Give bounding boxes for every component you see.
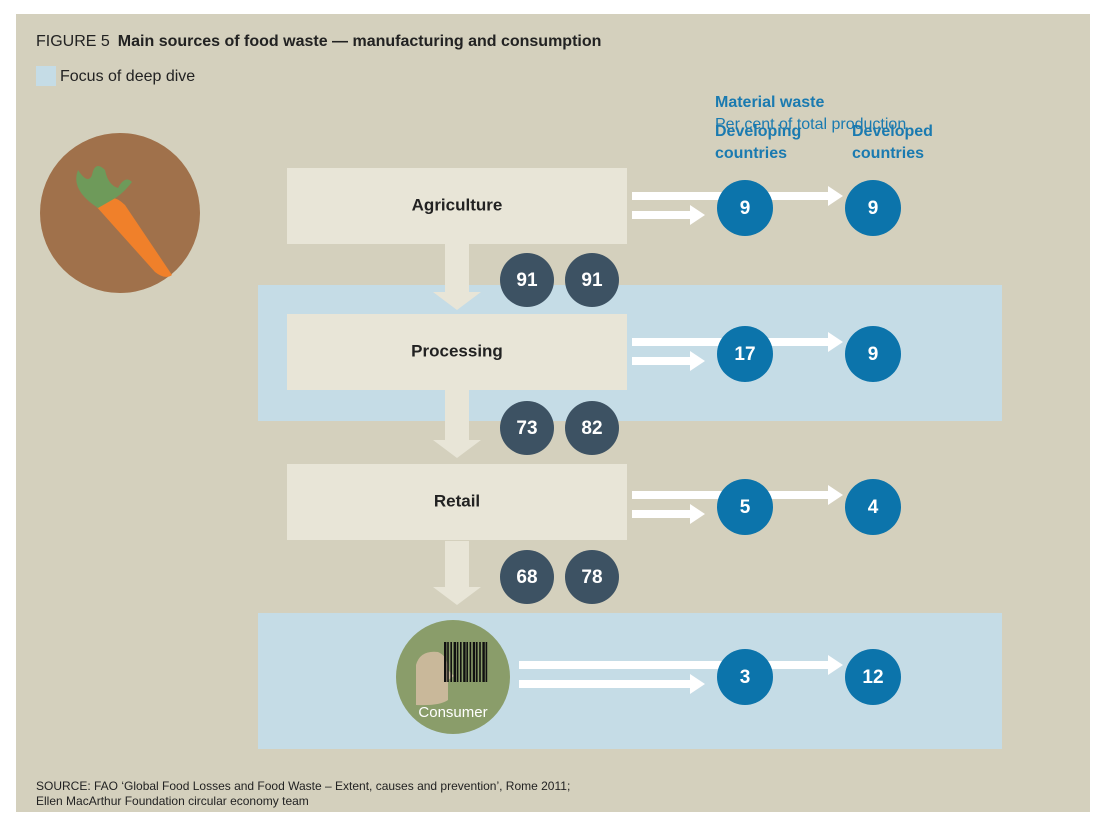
flow-circle (565, 401, 619, 455)
flow-value: 68 (516, 567, 537, 588)
barcode-bar (469, 642, 472, 682)
waste-arrow (632, 205, 705, 225)
flow-value: 73 (516, 418, 537, 439)
waste-value: 3 (740, 667, 751, 688)
waste-circle (717, 649, 773, 705)
stage-label: Agriculture (412, 195, 503, 214)
barcode-bar (450, 642, 452, 682)
flow-circle (565, 253, 619, 307)
figure-title: Main sources of food waste — manufacturi… (118, 33, 602, 50)
waste-circle (717, 180, 773, 236)
waste-arrow (632, 504, 705, 524)
waste-arrow (519, 674, 705, 694)
barcode-bar (460, 642, 462, 682)
waste-value: 4 (868, 497, 879, 518)
title: FIGURE 5 Main sources of food waste — man… (36, 33, 601, 50)
figure-label: FIGURE 5 (36, 33, 110, 50)
consumer-icon (396, 620, 510, 734)
waste-value: 9 (740, 198, 751, 219)
barcode-bar (482, 642, 485, 682)
flow-value: 78 (581, 567, 602, 588)
waste-value: 5 (740, 497, 751, 518)
flow-value: 82 (581, 418, 602, 439)
header-title: Material waste (715, 94, 824, 111)
column-header: countries (715, 145, 787, 162)
legend-swatch (36, 66, 56, 86)
flow-circle (565, 550, 619, 604)
barcode-bar (485, 642, 488, 682)
waste-circle (717, 479, 773, 535)
barcode-bar (476, 642, 478, 682)
down-arrow (433, 541, 481, 605)
stage-box (287, 314, 627, 390)
barcode-bar (479, 642, 481, 682)
barcode-bar (463, 642, 466, 682)
stage-box (287, 168, 627, 244)
barcode-bar (472, 642, 476, 682)
waste-circle (717, 326, 773, 382)
barcode-bar (444, 642, 447, 682)
waste-value: 9 (868, 198, 879, 219)
waste-value: 12 (862, 667, 883, 688)
down-arrow (433, 390, 481, 458)
stage-label: Consumer (418, 704, 487, 721)
source: SOURCE: FAO ‘Global Food Losses and Food… (36, 779, 570, 793)
column-header: countries (852, 145, 924, 162)
stage-label: Retail (434, 491, 480, 510)
barcode-bar (466, 642, 468, 682)
flow-circle (500, 550, 554, 604)
waste-value: 17 (734, 344, 755, 365)
header-subtitle: Per cent of total production (715, 116, 906, 133)
flow-circle (500, 253, 554, 307)
waste-circle (845, 649, 901, 705)
column-header: Developed (852, 123, 933, 140)
carrot-icon (40, 133, 200, 293)
stage-label: Processing (411, 341, 503, 360)
waste-value: 9 (868, 344, 879, 365)
legend-label: Focus of deep dive (60, 68, 195, 85)
waste-arrow (632, 351, 705, 371)
waste-circle (845, 326, 901, 382)
waste-circle (845, 180, 901, 236)
down-arrow (433, 244, 481, 310)
flow-value: 91 (581, 270, 603, 291)
column-header: Developing (715, 123, 801, 140)
flow-circle (500, 401, 554, 455)
barcode-bar (456, 642, 459, 682)
barcode-bar (447, 642, 449, 682)
stage-box (287, 464, 627, 540)
source: Ellen MacArthur Foundation circular econ… (36, 794, 309, 808)
waste-circle (845, 479, 901, 535)
flow-value: 91 (516, 270, 538, 291)
barcode-bar (453, 642, 456, 682)
waste-arrow (519, 655, 843, 675)
